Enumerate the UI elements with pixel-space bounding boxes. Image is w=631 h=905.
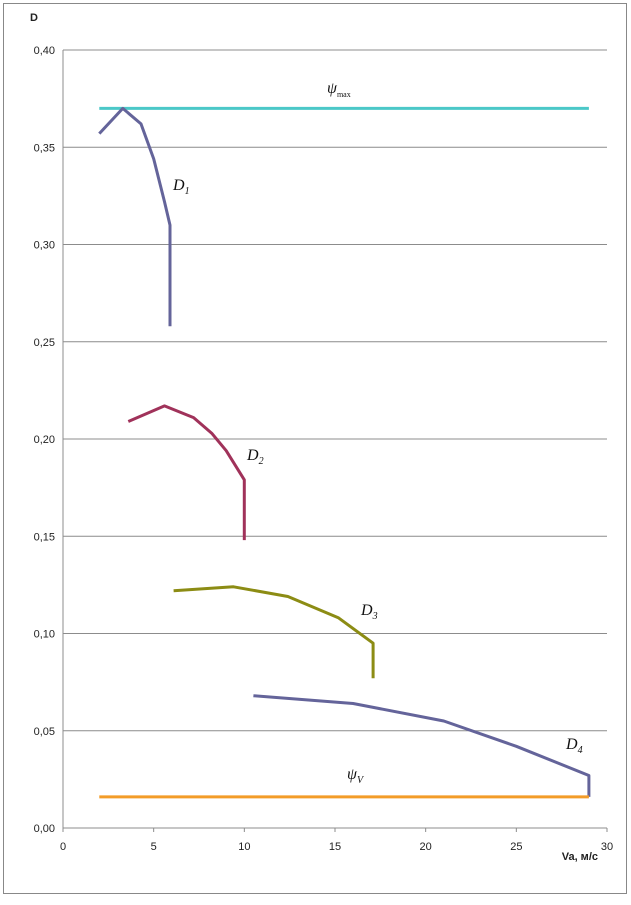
x-tick-label: 5 [151,841,157,853]
y-tick-label: 0,25 [34,337,55,349]
y-tick-label: 0,35 [34,142,55,154]
series-label-sub: 2 [259,456,264,467]
series-label-sub: 1 [185,186,190,197]
series-label-main: ψ [327,80,338,97]
x-tick-label: 20 [420,841,432,853]
series-label-sub: V [357,775,365,786]
series-label-D4: D4 [565,736,583,756]
y-tick-label: 0,00 [34,823,55,835]
y-tick-label: 0,15 [34,531,55,543]
x-tick-label: 30 [601,841,613,853]
x-axis-title: Va, м/с [562,851,598,863]
y-tick-label: 0,30 [34,240,55,252]
series-line-D1 [98,106,172,327]
series-label-D2: D2 [246,447,264,467]
series-label-main: ψ [347,766,358,783]
x-tick-label: 25 [510,841,522,853]
series-label-main: D [360,602,373,619]
series-label-ψV: ψV [347,766,365,786]
x-tick-label: 0 [60,841,66,853]
series-label-main: D [565,736,578,753]
series-label-D3: D3 [360,602,378,622]
grid-layer [63,49,607,732]
chart-border [3,3,627,894]
series-label-main: D [246,447,259,464]
series-label-main: D [172,177,185,194]
y-tick-label: 0,40 [34,45,55,57]
series-label-D1: D1 [172,177,190,197]
series-label-ψmax: ψmax [327,80,351,99]
series-line-D3 [173,585,375,679]
series-layer [98,106,591,799]
x-tick-label: 15 [329,841,341,853]
x-tick-label: 10 [238,841,250,853]
axis-layer: 0,00 0,05 0,10 0,15 0,20 0,25 0,30 0,35 0,40 0 5 10… [30,12,613,863]
series-line-D2 [127,404,246,541]
y-axis-title: D [30,12,38,24]
series-label-sub: 3 [372,611,378,622]
series-label-sub: max [337,90,351,99]
series-line-D4 [253,694,591,797]
series-label-sub: 4 [578,745,583,756]
y-tick-label: 0,10 [34,629,55,641]
y-tick-label: 0,20 [34,434,55,446]
y-tick-label: 0,05 [34,726,55,738]
